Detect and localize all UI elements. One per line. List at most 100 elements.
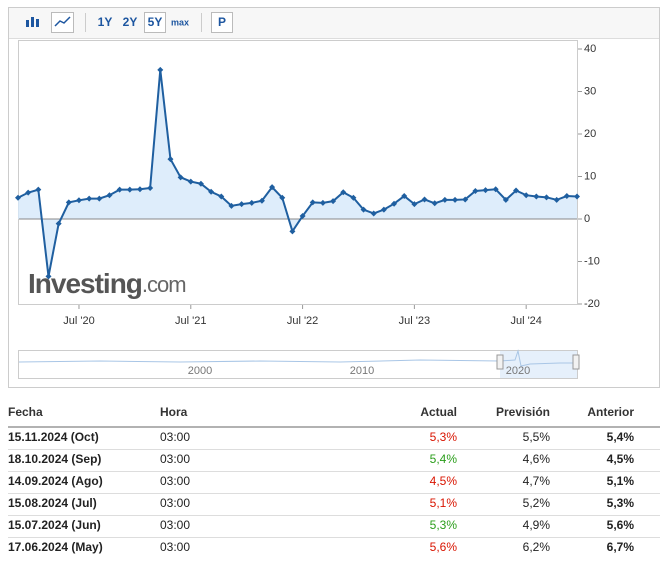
- point: [15, 194, 21, 201]
- point: [431, 200, 438, 207]
- point: [563, 193, 570, 200]
- point: [391, 200, 398, 207]
- column-header: Fecha: [8, 405, 43, 419]
- table-cell: 03:00: [160, 430, 190, 444]
- point: [55, 220, 62, 227]
- navigator-window[interactable]: [500, 351, 577, 378]
- point: [330, 198, 337, 205]
- column-header: Actual: [420, 405, 457, 419]
- point: [370, 210, 377, 217]
- range-button[interactable]: 2Y: [123, 15, 138, 29]
- table-cell: 4,5%: [607, 452, 635, 466]
- table-cell: 03:00: [160, 540, 190, 554]
- watermark-main: Investing: [28, 268, 142, 299]
- y-tick-label: -10: [584, 255, 600, 267]
- navigator-handle[interactable]: [572, 354, 580, 370]
- point: [574, 193, 580, 200]
- bar-icon[interactable]: [26, 17, 39, 27]
- x-tick-label: Jul '20: [63, 315, 94, 327]
- y-tick-label: 30: [584, 85, 596, 97]
- point: [208, 188, 215, 195]
- point: [533, 193, 540, 200]
- table-cell: 5,2%: [523, 496, 551, 510]
- table-cell: 14.09.2024 (Ago): [8, 474, 103, 488]
- table-cell: 03:00: [160, 474, 190, 488]
- point: [421, 196, 428, 203]
- point: [411, 201, 418, 208]
- point: [248, 199, 255, 206]
- y-tick-label: 40: [584, 43, 596, 55]
- table-cell: 18.10.2024 (Sep): [8, 452, 101, 466]
- point: [35, 186, 42, 193]
- point: [452, 196, 459, 203]
- point: [350, 194, 357, 201]
- table-cell: 5,3%: [430, 430, 458, 444]
- range-button[interactable]: 5Y: [148, 15, 163, 29]
- table-cell: 4,7%: [523, 474, 551, 488]
- point: [75, 197, 82, 204]
- x-tick-label: Jul '23: [399, 315, 430, 327]
- table-cell: 6,7%: [607, 540, 635, 554]
- point: [482, 187, 489, 194]
- point: [126, 186, 133, 193]
- x-tick-label: Jul '21: [175, 315, 206, 327]
- icon-part: [26, 20, 29, 27]
- range-button[interactable]: max: [171, 17, 189, 27]
- table-cell: 4,6%: [523, 452, 551, 466]
- point: [279, 194, 286, 201]
- table-cell: 6,2%: [523, 540, 551, 554]
- table-cell: 15.11.2024 (Oct): [8, 430, 99, 444]
- range-button[interactable]: P: [218, 15, 226, 29]
- navigator-label: 2020: [506, 365, 530, 377]
- point: [157, 66, 164, 73]
- point: [86, 195, 93, 202]
- point: [309, 199, 316, 206]
- navigator-label: 2000: [188, 365, 212, 377]
- table-cell: 5,6%: [607, 518, 635, 532]
- point: [147, 184, 154, 191]
- navigator: [18, 350, 578, 379]
- range-button[interactable]: 1Y: [98, 15, 113, 29]
- point: [238, 201, 245, 208]
- point: [543, 194, 550, 201]
- table-cell: 5,1%: [430, 496, 458, 510]
- point: [136, 186, 143, 193]
- point: [492, 186, 499, 193]
- point: [340, 189, 347, 196]
- point: [380, 206, 387, 213]
- point: [269, 184, 276, 191]
- table-cell: 03:00: [160, 496, 190, 510]
- point: [441, 196, 448, 203]
- x-tick-label: Jul '22: [287, 315, 318, 327]
- navigator-handle[interactable]: [496, 354, 504, 370]
- point: [553, 196, 560, 203]
- point: [319, 199, 326, 206]
- table-cell: 17.06.2024 (May): [8, 540, 103, 554]
- point: [177, 174, 184, 181]
- point: [472, 187, 479, 194]
- icon-part: [31, 17, 34, 27]
- point: [218, 193, 225, 200]
- table-cell: 15.08.2024 (Jul): [8, 496, 97, 510]
- point: [116, 186, 123, 193]
- button-frame: [211, 12, 233, 33]
- point: [65, 199, 72, 206]
- toolbar: [9, 8, 659, 38]
- point: [523, 192, 530, 199]
- table-cell: 5,6%: [430, 540, 458, 554]
- point: [462, 196, 469, 203]
- plot-area: [18, 40, 578, 305]
- y-tick-label: 20: [584, 128, 596, 140]
- table-cell: 4,5%: [430, 474, 458, 488]
- table-cell: 5,3%: [607, 496, 635, 510]
- column-header: Hora: [160, 405, 188, 419]
- point: [401, 193, 408, 200]
- point: [258, 197, 265, 204]
- point: [45, 273, 52, 280]
- y-tick-label: 0: [584, 213, 590, 225]
- table-cell: 5,5%: [523, 430, 551, 444]
- table-cell: 4,9%: [523, 518, 551, 532]
- column-header: Anterior: [587, 405, 634, 419]
- button-frame: [144, 12, 166, 33]
